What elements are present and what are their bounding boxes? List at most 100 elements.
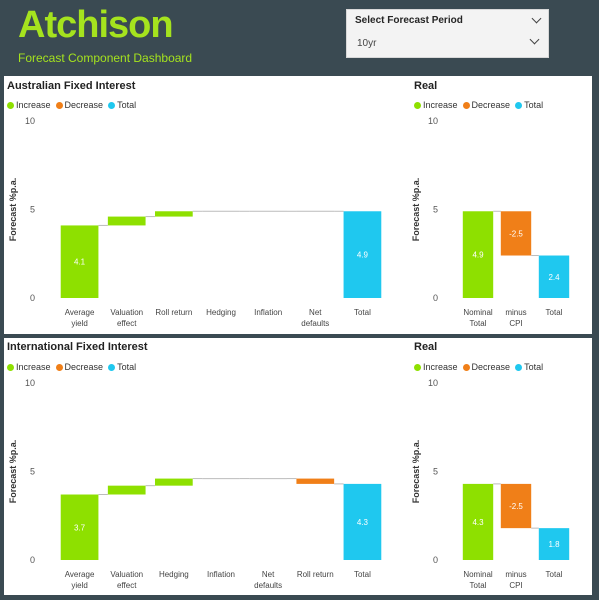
- y-tick-label: 10: [25, 116, 35, 126]
- increase-dot-icon: [414, 101, 421, 109]
- legend-decrease: Decrease: [64, 100, 104, 110]
- waterfall-bar[interactable]: [343, 483, 382, 560]
- waterfall-bar[interactable]: [296, 478, 335, 484]
- x-tick-label: Nominal Total: [463, 570, 493, 590]
- data-label: 4.3: [472, 518, 484, 527]
- y-axis-label: Forecast %p.a.: [8, 440, 18, 504]
- waterfall-bar[interactable]: [462, 211, 494, 298]
- slicer-title: Select Forecast Period: [355, 15, 463, 26]
- increase-dot-icon: [414, 363, 421, 371]
- x-tick-label: Total: [354, 308, 371, 317]
- data-label: 3.7: [74, 523, 86, 532]
- x-tick-label: Inflation: [207, 570, 235, 579]
- chevron-down-icon[interactable]: [531, 13, 542, 24]
- panel-title: International Fixed Interest: [7, 341, 148, 353]
- x-tick-label: Total: [354, 570, 371, 579]
- data-label: 4.9: [472, 251, 484, 260]
- y-tick-label: 10: [25, 378, 35, 388]
- chevron-down-icon[interactable]: [529, 34, 540, 45]
- waterfall-bar[interactable]: [107, 485, 146, 495]
- forecast-period-dropdown[interactable]: 10yr: [357, 38, 377, 49]
- waterfall-bar[interactable]: [107, 216, 146, 226]
- y-tick-label: 0: [30, 293, 35, 303]
- data-label: -2.5: [509, 502, 523, 511]
- decrease-dot-icon: [55, 101, 63, 109]
- data-label: -2.5: [509, 229, 523, 238]
- real-chart-legend: Increase Decrease Total: [414, 100, 548, 110]
- data-label: 2.4: [548, 273, 560, 282]
- international-waterfall-charts: 0 5 10 Forecast %p.a. 3.7 Average yield Valuati…: [8, 378, 570, 590]
- increase-dot-icon: [7, 363, 14, 371]
- x-tick-label: Average yield: [65, 308, 95, 328]
- y-tick-label: 5: [433, 205, 438, 215]
- legend-total: Total: [524, 100, 544, 110]
- waterfall-bar[interactable]: [60, 494, 99, 560]
- waterfall-bar[interactable]: [155, 211, 193, 217]
- y-tick-label: 10: [428, 378, 438, 388]
- total-dot-icon: [108, 363, 116, 371]
- x-tick-label: Inflation: [254, 308, 282, 317]
- legend-increase: Increase: [16, 362, 51, 372]
- australian-fixed-interest-panel: Australian Fixed Interest Increase Decre…: [4, 76, 592, 334]
- data-label: 4.9: [357, 251, 369, 260]
- y-axis-label: Forecast %p.a.: [8, 178, 18, 242]
- decrease-dot-icon: [55, 363, 63, 371]
- chart-legend: Increase Decrease Total: [7, 362, 141, 372]
- y-tick-label: 0: [433, 555, 438, 565]
- x-tick-label: Valuation effect: [110, 570, 143, 590]
- y-tick-label: 5: [30, 205, 35, 215]
- x-tick-label: Hedging: [159, 570, 189, 579]
- real-chart-legend: Increase Decrease Total: [414, 362, 548, 372]
- legend-decrease: Decrease: [64, 362, 104, 372]
- x-tick-label: minus CPI: [505, 308, 526, 328]
- real-panel-title: Real: [414, 80, 438, 92]
- x-tick-label: Valuation effect: [110, 308, 143, 328]
- total-dot-icon: [108, 101, 116, 109]
- real-panel-title: Real: [414, 341, 438, 353]
- data-label: 1.8: [548, 540, 560, 549]
- international-fixed-interest-panel: International Fixed Interest Increase De…: [4, 338, 592, 595]
- y-tick-label: 0: [30, 555, 35, 565]
- waterfall-bar[interactable]: [155, 478, 193, 486]
- waterfall-bar[interactable]: [462, 483, 494, 560]
- forecast-period-slicer[interactable]: Select Forecast Period 10yr: [346, 9, 549, 58]
- legend-total: Total: [117, 100, 137, 110]
- waterfall-bar[interactable]: [538, 528, 570, 560]
- chart-legend: Increase Decrease Total: [7, 100, 141, 110]
- legend-total: Total: [117, 362, 137, 372]
- y-tick-label: 10: [428, 116, 438, 126]
- x-tick-label: Roll return: [155, 308, 192, 317]
- total-dot-icon: [515, 363, 523, 371]
- legend-total: Total: [524, 362, 544, 372]
- waterfall-bar[interactable]: [538, 255, 570, 298]
- y-tick-label: 5: [433, 467, 438, 477]
- increase-dot-icon: [7, 101, 14, 109]
- legend-decrease: Decrease: [471, 362, 511, 372]
- x-tick-label: Hedging: [206, 308, 236, 317]
- x-tick-label: Total: [546, 308, 563, 317]
- total-dot-icon: [515, 101, 523, 109]
- x-tick-label: Net defaults: [254, 570, 282, 590]
- waterfall-bar[interactable]: [500, 211, 532, 256]
- y-tick-label: 5: [30, 467, 35, 477]
- australian-waterfall-charts: 0 5 10 Forecast %p.a. 4.1 Average yield Valuati…: [8, 116, 570, 328]
- data-label: 4.3: [357, 518, 369, 527]
- x-tick-label: Nominal Total: [463, 308, 493, 328]
- y-tick-label: 0: [433, 293, 438, 303]
- x-tick-label: Total: [546, 570, 563, 579]
- legend-increase: Increase: [16, 100, 51, 110]
- legend-increase: Increase: [423, 100, 458, 110]
- panel-title: Australian Fixed Interest: [7, 80, 136, 92]
- atchison-logo: Atchison: [18, 4, 174, 46]
- y-axis-label: Forecast %p.a.: [411, 178, 421, 242]
- waterfall-bar[interactable]: [60, 225, 99, 298]
- x-tick-label: Roll return: [297, 570, 334, 579]
- data-label: 4.1: [74, 258, 86, 267]
- x-tick-label: Net defaults: [301, 308, 329, 328]
- dashboard-subtitle: Forecast Component Dashboard: [18, 51, 193, 65]
- legend-decrease: Decrease: [471, 100, 511, 110]
- waterfall-bar[interactable]: [343, 211, 382, 298]
- decrease-dot-icon: [462, 101, 470, 109]
- waterfall-bar[interactable]: [500, 483, 532, 529]
- decrease-dot-icon: [462, 363, 470, 371]
